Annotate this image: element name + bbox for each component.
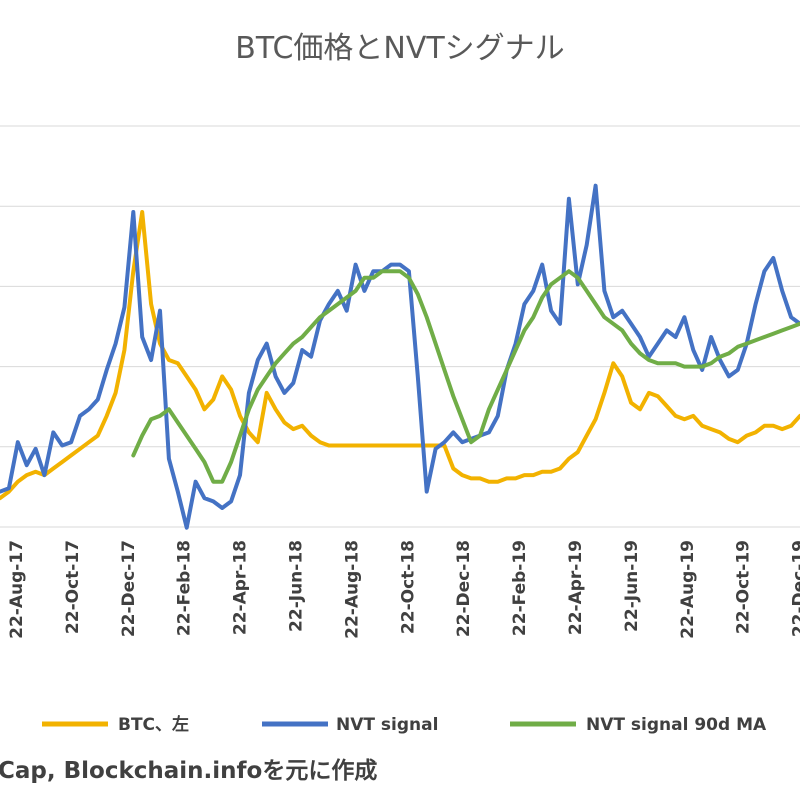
x-tick-label: 22-Feb-18 xyxy=(175,540,195,636)
legend-label-2: NVT signal 90d MA xyxy=(586,715,767,735)
legend: BTC、左 NVT signal NVT signal 90d MA xyxy=(42,714,767,735)
x-tick-label: 22-Aug-17 xyxy=(7,540,27,639)
x-tick-label: 22-Aug-19 xyxy=(678,540,698,639)
x-tick-label: 22-Apr-19 xyxy=(566,540,586,635)
plot-area xyxy=(0,183,800,530)
legend-label-0: BTC、左 xyxy=(118,714,189,735)
x-tick-label: 22-Jun-19 xyxy=(622,540,642,632)
source-caption: Cap, Blockchain.infoを元に作成 xyxy=(0,758,377,784)
x-tick-label: 22-Jun-18 xyxy=(287,540,307,632)
x-axis-ticks: 22-Aug-17 22-Oct-17 22-Dec-17 22-Feb-18 22-A… xyxy=(7,540,800,639)
series-line-2 xyxy=(131,269,800,484)
x-tick-label: 22-Aug-18 xyxy=(342,540,362,639)
legend-label-1: NVT signal xyxy=(336,715,438,735)
x-tick-label: 22-Dec-18 xyxy=(454,540,474,637)
series-line-1 xyxy=(0,183,800,530)
x-tick-label: 22-Dec-19 xyxy=(790,540,800,637)
x-tick-label: 22-Dec-17 xyxy=(119,540,139,637)
x-tick-label: 22-Oct-19 xyxy=(734,540,754,634)
x-tick-label: 22-Apr-18 xyxy=(231,540,251,635)
x-tick-label: 22-Oct-17 xyxy=(63,540,83,634)
chart-title: BTC価格とNVTシグナル xyxy=(235,31,564,66)
series-line-0 xyxy=(0,210,800,501)
x-tick-label: 22-Oct-18 xyxy=(398,540,418,634)
x-tick-label: 22-Feb-19 xyxy=(510,540,530,636)
